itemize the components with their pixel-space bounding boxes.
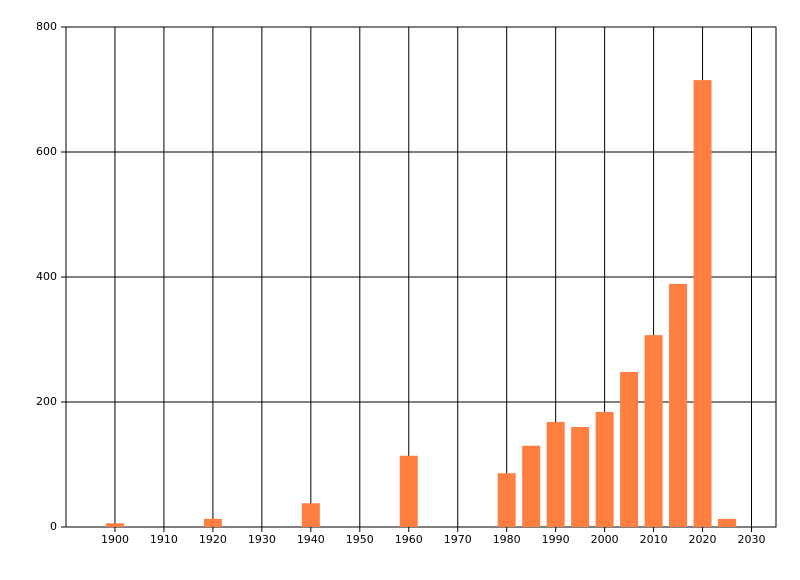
x-tick-label: 1980: [493, 533, 521, 546]
bar: [522, 445, 541, 527]
x-tick-label: 1910: [150, 533, 178, 546]
bar: [546, 422, 565, 527]
y-tick-label: 800: [36, 20, 57, 33]
bar: [105, 523, 124, 527]
bar: [301, 503, 320, 527]
bar: [203, 518, 222, 527]
y-tick-label: 200: [36, 395, 57, 408]
bar: [718, 518, 737, 527]
bar: [693, 80, 712, 527]
x-tick-label: 2010: [640, 533, 668, 546]
x-tick-label: 1990: [542, 533, 570, 546]
bar: [571, 427, 590, 527]
bar: [595, 412, 614, 527]
x-tick-label: 1920: [199, 533, 227, 546]
y-tick-label: 400: [36, 270, 57, 283]
x-tick-label: 1950: [346, 533, 374, 546]
bar: [644, 335, 663, 527]
bar: [620, 372, 639, 527]
bar: [497, 473, 516, 527]
x-tick-label: 2000: [591, 533, 619, 546]
x-tick-label: 2030: [738, 533, 766, 546]
plot-border: [65, 26, 777, 528]
x-tick-label: 2020: [689, 533, 717, 546]
bar: [399, 455, 418, 527]
x-tick-label: 1940: [297, 533, 325, 546]
x-tick-label: 1960: [395, 533, 423, 546]
x-tick-label: 1930: [248, 533, 276, 546]
x-tick-label: 1970: [444, 533, 472, 546]
y-tick-label: 0: [50, 520, 57, 533]
x-tick-label: 1900: [101, 533, 129, 546]
bar: [669, 283, 688, 527]
y-tick-label: 600: [36, 145, 57, 158]
